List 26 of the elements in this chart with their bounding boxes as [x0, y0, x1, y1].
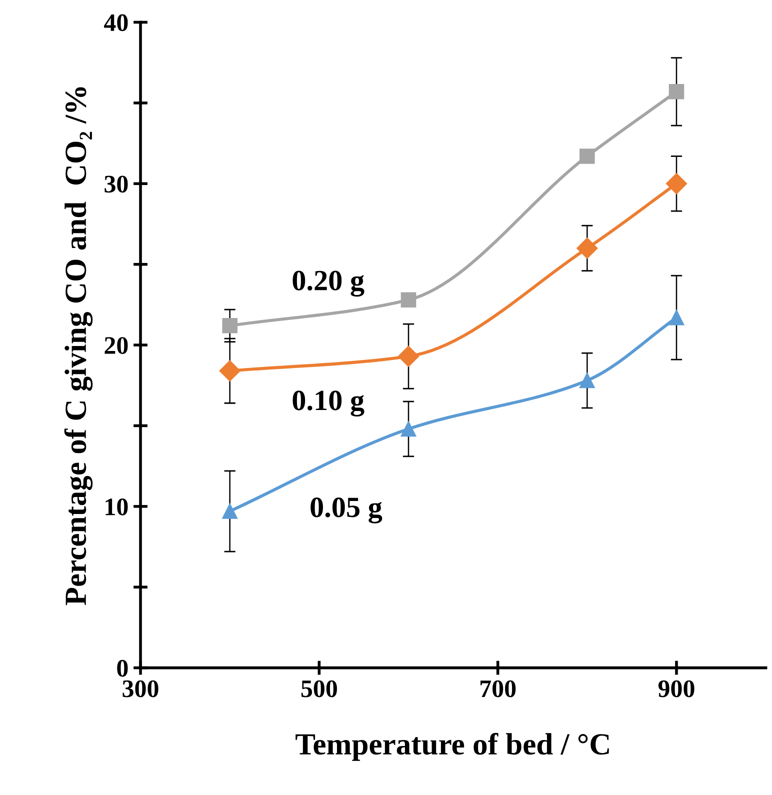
point [398, 346, 420, 367]
point [668, 310, 684, 326]
x-tick-label: 300 [122, 680, 158, 698]
series-label: 0.20 g [292, 270, 364, 297]
x-axis-title: Temperature of bed / °C [296, 732, 609, 761]
series-label: 0.10 g [292, 390, 364, 416]
y-tick-label: 0 [117, 660, 128, 677]
point [222, 318, 238, 334]
point [400, 421, 416, 437]
y-tick-label: 10 [106, 498, 128, 516]
x-tick-label: 500 [301, 680, 337, 698]
x-tick-label: 900 [658, 680, 694, 698]
point [580, 372, 595, 388]
point [222, 504, 238, 519]
y-tick-label: 20 [104, 337, 128, 354]
point [219, 360, 240, 382]
point [666, 173, 688, 194]
y-tick-label: 40 [104, 14, 128, 32]
point [400, 292, 416, 308]
point [580, 148, 595, 164]
point [576, 238, 598, 259]
series-label: 0.05 g [310, 498, 382, 524]
y-tick-label: 30 [104, 176, 128, 193]
point [668, 84, 684, 100]
x-tick-label: 700 [480, 680, 516, 698]
y-axis-title: Percentage of C giving CO and CO₂ /% [64, 87, 93, 606]
